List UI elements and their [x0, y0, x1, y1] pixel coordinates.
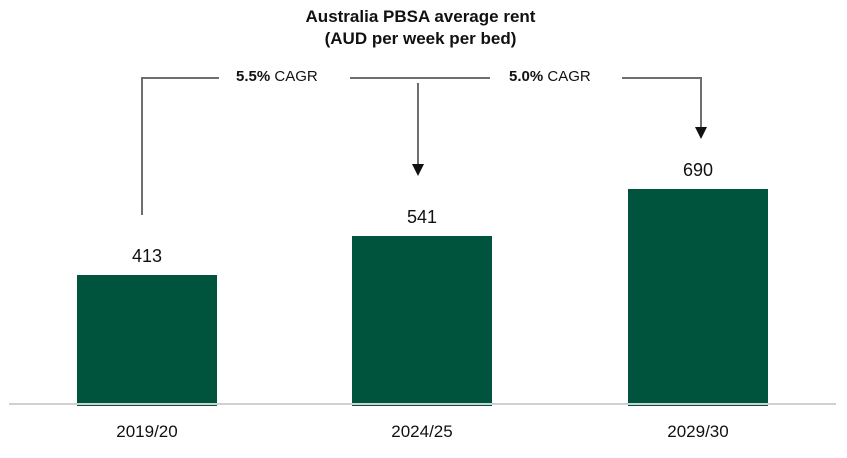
bar-value-label: 690 [682, 160, 714, 180]
arrow-shaft-to-2024 [417, 83, 419, 165]
cagr-rate-2: 5.0% [509, 68, 544, 85]
bar-2029-30 [628, 189, 768, 406]
cagr-label-2: 5.0% CAGR [509, 68, 591, 85]
x-tick-label: 2024/25 [391, 422, 453, 441]
arrow-shaft-to-2029 [700, 77, 702, 127]
arrow-down-icon [412, 164, 424, 176]
arrow-down-icon [695, 127, 707, 139]
x-tick-label: 2019/20 [116, 422, 178, 441]
cagr-label-1: 5.5% CAGR [236, 68, 318, 85]
cagr-text-1: CAGR [270, 68, 318, 85]
cagr-connector-vertical-start [141, 77, 143, 215]
chart-subtitle: (AUD per week per bed) [324, 29, 517, 48]
bar-2024-25 [352, 236, 492, 406]
bar-2019-20 [77, 275, 217, 406]
cagr-rate-1: 5.5% [236, 68, 271, 85]
cagr-connector-horizontal-1a [141, 77, 219, 79]
bar-value-label: 541 [406, 207, 438, 227]
cagr-connector-horizontal-2b [622, 77, 702, 79]
chart-title: Australia PBSA average rent [305, 7, 536, 26]
cagr-connector-horizontal-2 [350, 77, 490, 79]
bar-value-label: 413 [131, 246, 163, 266]
x-axis-line [9, 403, 836, 405]
x-tick-label: 2029/30 [667, 422, 729, 441]
cagr-text-2: CAGR [543, 68, 591, 85]
